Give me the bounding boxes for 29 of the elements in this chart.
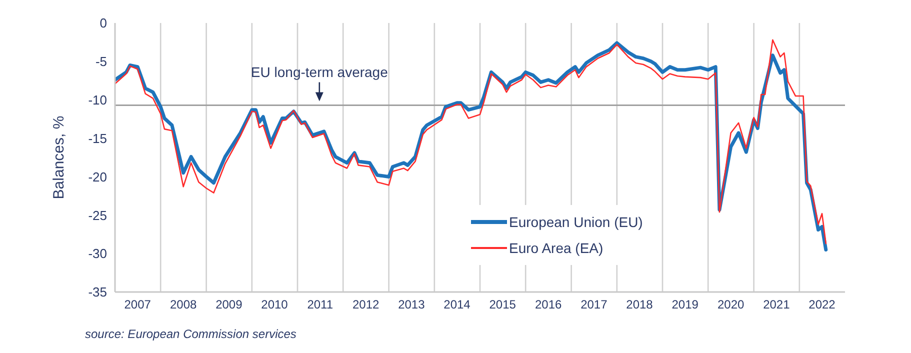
y-tick-label: -30 — [88, 246, 107, 262]
x-tick-label: 2010 — [261, 298, 288, 312]
x-tick-label: 2009 — [216, 298, 243, 312]
x-tick-label: 2016 — [534, 298, 562, 312]
ref-line-label: EU long-term average — [250, 64, 388, 80]
x-tick-label: 2011 — [307, 298, 334, 312]
x-tick-label: 2013 — [398, 298, 426, 312]
x-tick-label: 2007 — [124, 298, 152, 312]
legend-label: Euro Area (EA) — [509, 240, 604, 256]
x-tick-label: 2020 — [717, 298, 744, 312]
x-tick-label: 2012 — [352, 298, 380, 312]
x-tick-label: 2019 — [672, 298, 699, 312]
y-tick-label: -35 — [88, 284, 107, 300]
y-tick-label: 0 — [100, 16, 107, 31]
x-tick-label: 2015 — [489, 298, 516, 312]
y-tick-label: -15 — [88, 130, 107, 146]
x-tick-label: 2022 — [808, 298, 836, 312]
y-tick-label: -5 — [95, 54, 107, 70]
x-tick-label: 2018 — [626, 298, 654, 312]
y-tick-label: -20 — [88, 169, 107, 184]
x-tick-label: 2021 — [763, 298, 790, 312]
x-tick-label: 2014 — [444, 298, 471, 312]
legend-label: European Union (EU) — [509, 214, 643, 230]
y-axis-title: Balances, % — [50, 116, 68, 200]
y-tick-label: -10 — [88, 92, 107, 108]
source-note: source: European Commission services — [85, 327, 296, 341]
x-tick-label: 2008 — [170, 298, 197, 312]
y-tick-label: -25 — [88, 208, 107, 223]
x-tick-label: 2017 — [580, 298, 608, 312]
